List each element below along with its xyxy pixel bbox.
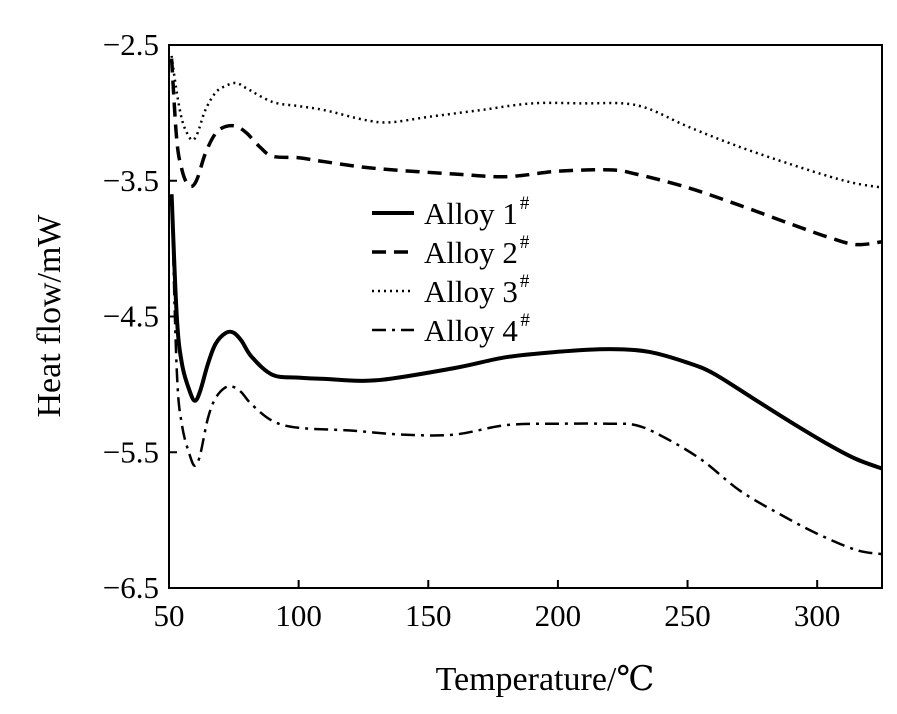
series-line-alloy-2 bbox=[169, 58, 883, 247]
y-tick-label: −4.5 bbox=[103, 299, 159, 334]
y-tick-label: −6.5 bbox=[103, 570, 159, 605]
legend-label-alloy-2: Alloy 2 bbox=[424, 235, 518, 270]
x-tick-label: 200 bbox=[535, 598, 582, 633]
series-line-alloy-1 bbox=[169, 194, 883, 471]
y-tick-label: −2.5 bbox=[103, 27, 159, 62]
x-tick-label: 150 bbox=[405, 598, 452, 633]
legend-label-alloy-1: Alloy 1 bbox=[424, 196, 518, 231]
x-tick-label: 50 bbox=[154, 598, 185, 633]
y-axis-label: Heat flow/mW bbox=[31, 214, 68, 418]
series-line-alloy-4 bbox=[170, 194, 883, 556]
legend-superscript: # bbox=[520, 232, 530, 253]
legend-label-alloy-3: Alloy 3 bbox=[424, 274, 518, 309]
ticks-layer: 50 100 150 200 250 300 −6.5 −5.5 −4.5 −3.5 −2.5 bbox=[103, 27, 841, 633]
y-tick-label: −5.5 bbox=[103, 434, 159, 469]
x-tick-label: 250 bbox=[664, 598, 711, 633]
y-tick-label: −3.5 bbox=[103, 163, 159, 198]
x-axis-label: Temperature/℃ bbox=[436, 661, 655, 698]
legend: Alloy 1 #Alloy 2 #Alloy 3 #Alloy 4 # bbox=[372, 193, 530, 348]
x-tick-label: 300 bbox=[794, 598, 841, 633]
legend-superscript: # bbox=[520, 271, 530, 292]
series-line-alloy-3 bbox=[170, 55, 883, 189]
legend-label-alloy-4: Alloy 4 bbox=[424, 313, 518, 348]
legend-superscript: # bbox=[520, 310, 530, 331]
legend-superscript: # bbox=[520, 193, 530, 214]
x-tick-label: 100 bbox=[275, 598, 322, 633]
series-layer bbox=[169, 55, 883, 556]
